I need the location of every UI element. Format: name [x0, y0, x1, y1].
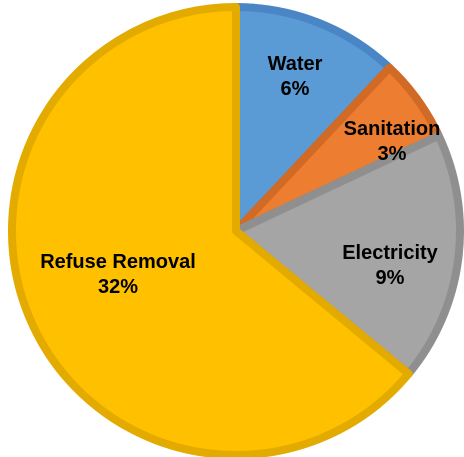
slice-percent-label: 3% [378, 143, 407, 165]
slice-percent-label: 9% [376, 267, 405, 289]
slice-percent-label: 32% [98, 276, 138, 298]
slice-category-label: Water [268, 53, 323, 75]
data-label-water: Water 6% [268, 53, 323, 100]
data-label-electricity: Electricity 9% [342, 242, 438, 289]
slice-percent-label: 6% [281, 78, 310, 100]
slice-category-label: Electricity [342, 242, 438, 264]
data-label-refuse-removal: Refuse Removal 32% [40, 251, 196, 298]
data-label-sanitation: Sanitation 3% [344, 118, 441, 165]
pie-slice-electricity [232, 131, 464, 378]
pie-slice-water [232, 3, 394, 235]
slice-category-label: Sanitation [344, 118, 441, 140]
slice-category-label: Refuse Removal [40, 251, 196, 273]
pie-slice-refuse-removal [8, 3, 413, 457]
